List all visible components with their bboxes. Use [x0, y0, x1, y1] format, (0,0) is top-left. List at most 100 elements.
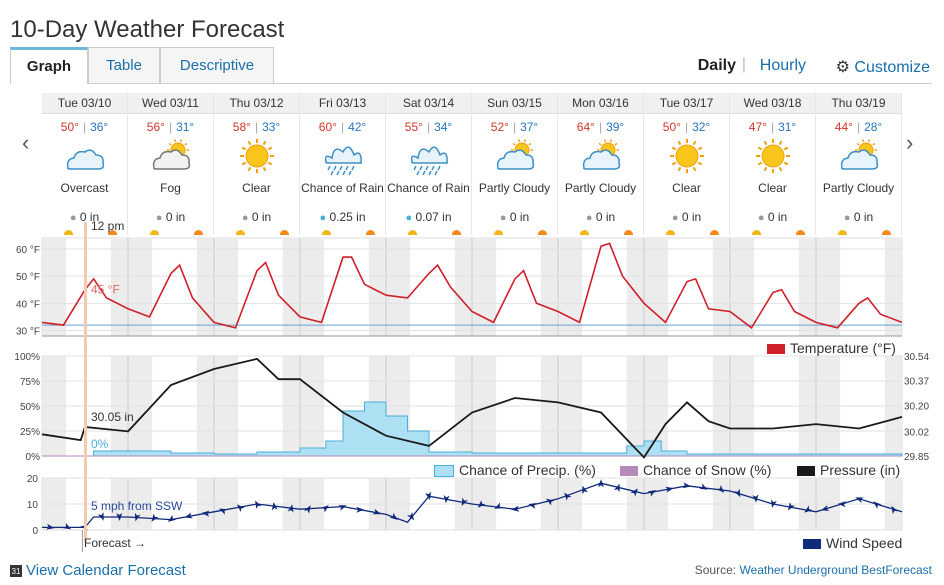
day-condition: Clear: [758, 181, 787, 195]
day-column[interactable]: Thu 03/12 58° | 33° Clear ● 0 in: [214, 93, 300, 235]
day-temps: 55° | 34°: [404, 120, 453, 134]
wind-direction-marker: [255, 500, 262, 509]
day-column[interactable]: Mon 03/16 64° | 39° Partly Cloudy ● 0 in: [558, 93, 644, 235]
day-condition: Partly Cloudy: [564, 181, 637, 195]
day-low: 34°: [434, 120, 453, 134]
source-link[interactable]: Weather Underground BestForecast: [739, 563, 932, 577]
day-high: 52°: [490, 120, 509, 134]
sunrise-sunset-icons: [472, 227, 557, 235]
day-condition: Fog: [160, 181, 181, 195]
day-column[interactable]: Wed 03/18 47° | 31° Clear ● 0 in: [730, 93, 816, 235]
sunrise-sunset-icons: [730, 227, 815, 235]
night-band: [712, 238, 755, 336]
day-condition: Clear: [672, 181, 701, 195]
wind-direction-marker: [287, 504, 294, 513]
wind-direction-marker: [771, 499, 777, 508]
cursor-time-label: 12 pm: [91, 219, 124, 233]
day-high: 44°: [834, 120, 853, 134]
day-precip: ● 0 in: [69, 210, 100, 224]
temperature-tick-label: 40 °F: [16, 299, 40, 310]
day-column[interactable]: Sun 03/15 52° | 37° Partly Cloudy ● 0 in: [472, 93, 558, 235]
cursor-precip-label: 0%: [91, 437, 109, 451]
sunrise-icon: [752, 230, 761, 235]
customize-button[interactable]: ⚙ Customize: [836, 57, 930, 77]
wind-direction-marker: [218, 508, 228, 515]
page-title: 10-Day Weather Forecast: [10, 16, 285, 43]
wind-direction-marker: [614, 483, 620, 493]
day-temps: 64° | 39°: [576, 120, 625, 134]
sunrise-icon: [64, 230, 73, 235]
pressure-line: [41, 357, 903, 459]
wind-direction-marker: [855, 497, 864, 504]
wind-direction-marker: [372, 508, 382, 515]
sunrise-icon: [150, 230, 159, 235]
wind-direction-marker: [820, 505, 830, 511]
sunrise-sunset-icons: [644, 227, 729, 235]
day-column[interactable]: Thu 03/19 44° | 28° Partly Cloudy ● 0 in: [816, 93, 902, 235]
sun-icon: [239, 139, 274, 173]
temperature-tick-label: 30 °F: [16, 327, 40, 338]
cursor-pressure-label: 30.05 in: [91, 410, 134, 424]
cursor-wind-label: 5 mph from SSW: [91, 499, 183, 513]
tab-bar: Graph Table Descriptive Daily | Hourly ⚙…: [10, 47, 932, 84]
sunset-icon: [796, 230, 805, 235]
night-band: [798, 238, 841, 336]
pressure-tick-label: 30.20: [904, 401, 929, 412]
wind-tick-label: 0: [32, 526, 38, 537]
day-column[interactable]: Tue 03/17 50° | 32° Clear ● 0 in: [644, 93, 730, 235]
day-low: 32°: [692, 120, 711, 134]
day-low: 31°: [778, 120, 797, 134]
hourly-toggle[interactable]: Hourly: [759, 57, 806, 74]
wind-direction-marker: [630, 488, 638, 497]
legend-snow: Chance of Snow (%): [620, 462, 771, 478]
daily-toggle[interactable]: Daily: [697, 57, 736, 74]
sunset-icon: [710, 230, 719, 235]
tab-table[interactable]: Table: [88, 47, 160, 83]
day-precip: ● 0 in: [499, 210, 530, 224]
tab-descriptive[interactable]: Descriptive: [160, 47, 274, 83]
day-precip: ● 0 in: [757, 210, 788, 224]
legend-wind: Wind Speed: [803, 535, 902, 551]
sunset-icon: [108, 230, 117, 235]
wind-direction-marker: [804, 505, 813, 513]
sunset-icon: [452, 230, 461, 235]
pressure-tick-label: 30.37: [904, 377, 929, 388]
night-band: [626, 238, 669, 336]
calendar-forecast-link[interactable]: 31 View Calendar Forecast: [10, 562, 186, 579]
legend-precip: Chance of Precip. (%): [434, 462, 596, 478]
wind-direction-marker: [97, 512, 104, 521]
tab-graph[interactable]: Graph: [10, 47, 88, 84]
rain-icon: [324, 146, 362, 176]
calendar-icon: 31: [10, 565, 22, 578]
wind-direction-marker: [271, 502, 278, 511]
night-band: [368, 238, 411, 336]
next-days-arrow[interactable]: ›: [906, 130, 914, 155]
customize-label: Customize: [854, 59, 930, 76]
day-column[interactable]: Sat 03/14 55° | 34° Chance of Rain ● 0.07 in: [386, 93, 472, 235]
wind-direction-marker: [356, 506, 365, 513]
gear-icon: ⚙: [835, 59, 850, 76]
temperature-tick-label: 50 °F: [16, 272, 40, 283]
day-low: 39°: [606, 120, 625, 134]
day-low: 31°: [176, 120, 195, 134]
raindrop-icon: ●: [585, 212, 593, 224]
wind-direction-marker: [425, 491, 431, 501]
day-date: Thu 03/12: [214, 93, 299, 114]
sunrise-sunset-icons: [816, 227, 901, 235]
wind-direction-marker: [597, 479, 604, 488]
wind-direction-marker: [837, 501, 846, 508]
raindrop-icon: ●: [241, 212, 249, 224]
day-column[interactable]: Wed 03/11 56° | 31° Fog ● 0 in: [128, 93, 214, 235]
prev-days-arrow[interactable]: ‹: [22, 130, 30, 155]
day-column[interactable]: Tue 03/10 50° | 36° Overcast ● 0 in: [42, 93, 128, 235]
day-column[interactable]: Fri 03/13 60° | 42° Chance of Rain ● 0.25 in: [300, 93, 386, 235]
night-band: [884, 238, 902, 336]
day-temps: 50° | 36°: [60, 120, 109, 134]
wind-direction-marker: [665, 486, 674, 493]
day-date: Sat 03/14: [386, 93, 471, 114]
wind-direction-marker: [682, 482, 691, 489]
sunrise-sunset-icons: [386, 227, 471, 235]
day-low: 33°: [262, 120, 281, 134]
wind-direction-marker: [134, 512, 141, 522]
